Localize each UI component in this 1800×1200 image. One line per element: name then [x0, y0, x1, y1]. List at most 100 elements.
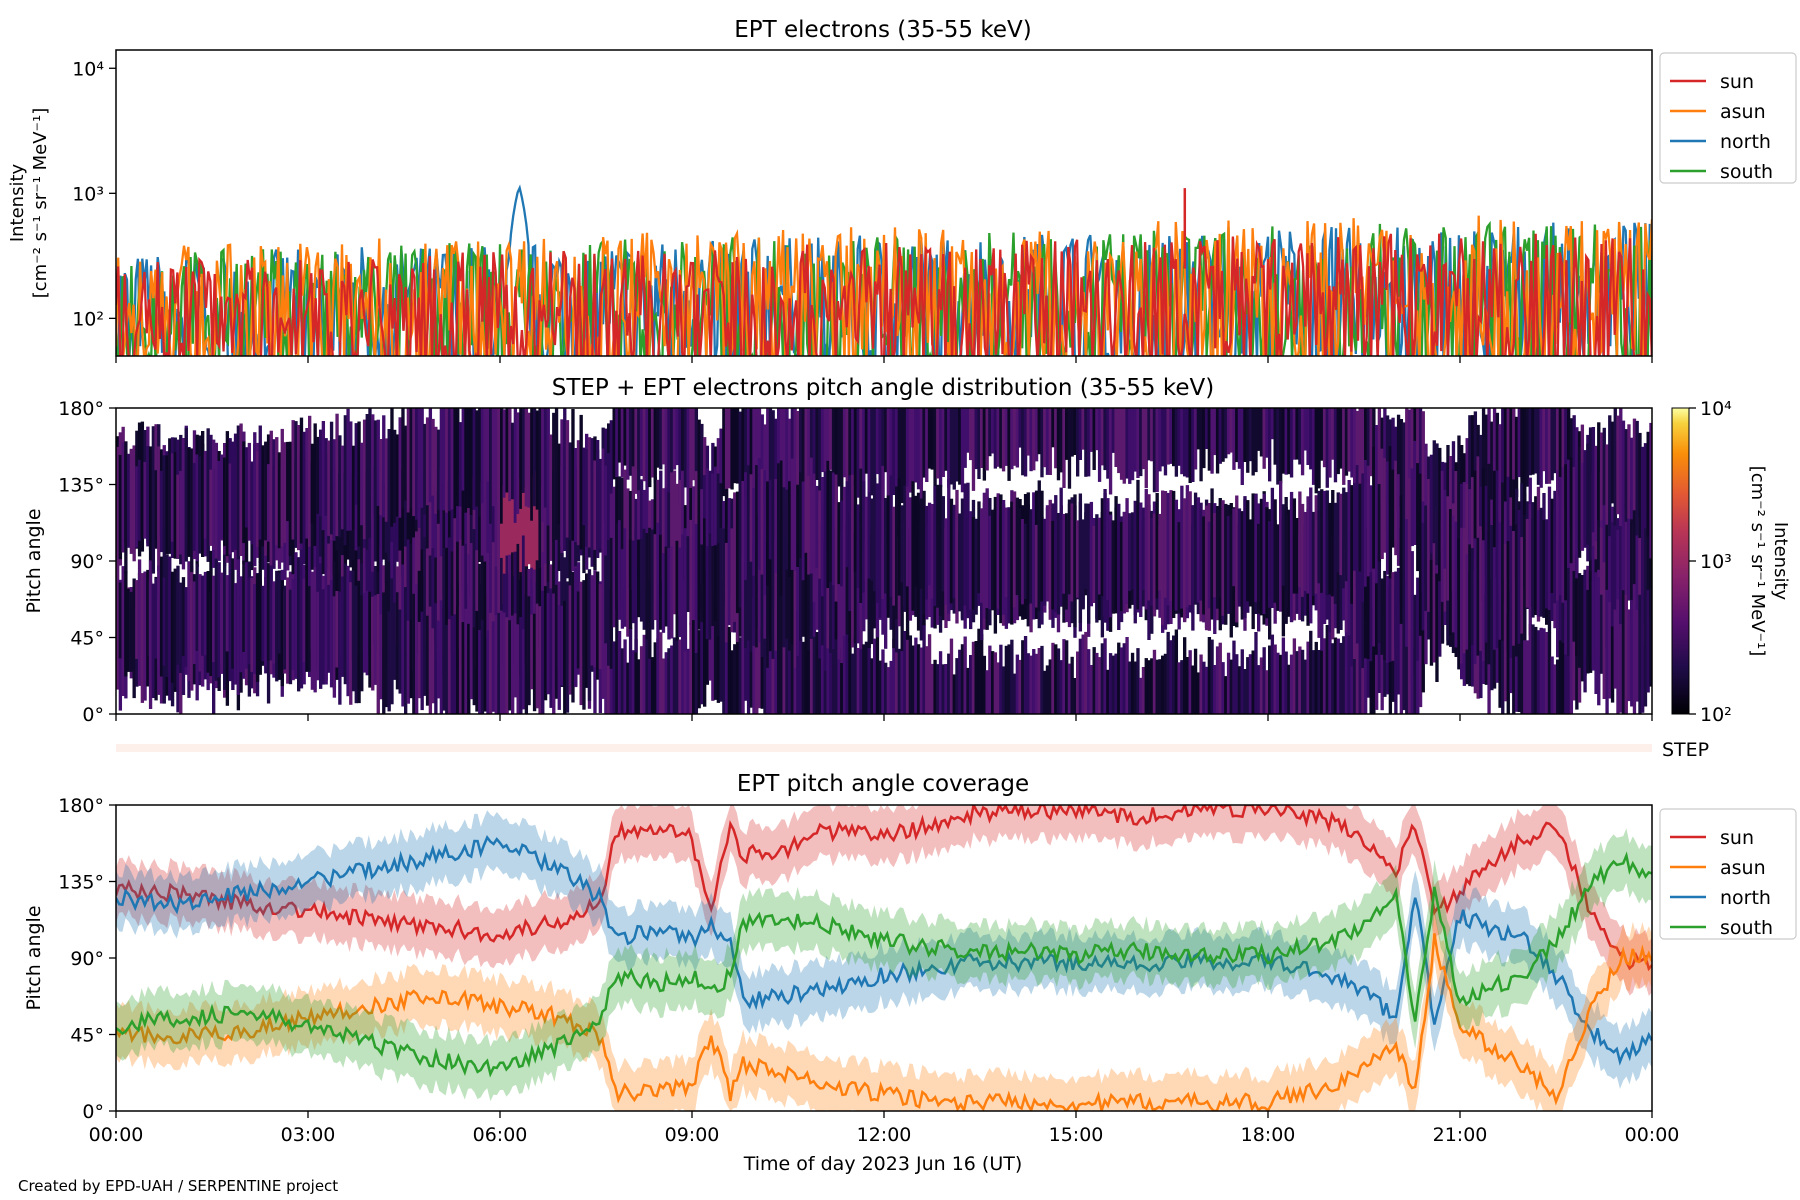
- heatmap-cell: [804, 549, 808, 645]
- heatmap-cell: [486, 408, 490, 482]
- heatmap-cell: [1314, 495, 1318, 594]
- heatmap-cell: [1106, 408, 1110, 479]
- heatmap-cell: [198, 574, 202, 672]
- legend-label-south: south: [1720, 161, 1773, 183]
- heatmap-cell: [247, 442, 252, 541]
- heatmap-cell: [1243, 496, 1247, 619]
- heatmap-cell: [223, 457, 227, 547]
- heatmap-cell: [1161, 490, 1165, 625]
- heatmap-cell: [919, 498, 924, 589]
- heatmap-cell: [1347, 408, 1351, 472]
- heatmap-cell: [1213, 408, 1217, 456]
- heatmap-cell: [889, 408, 893, 484]
- heatmap-cell: [1243, 408, 1247, 462]
- heatmap-cell: [897, 408, 902, 492]
- heatmap-cell: [447, 619, 452, 714]
- coverage-series-north: [116, 835, 1652, 1066]
- heatmap-cell: [1078, 493, 1083, 623]
- heatmap-cell: [790, 643, 795, 714]
- heatmap-cell: [1632, 418, 1637, 511]
- heatmap-cell: [264, 555, 268, 667]
- heatmap-cell: [472, 529, 476, 663]
- heatmap-cell: [181, 439, 186, 551]
- heatmap-cell: [1279, 654, 1283, 714]
- heatmap-cell: [1375, 447, 1379, 584]
- heatmap-cell: [947, 653, 951, 714]
- heatmap-cell: [1536, 408, 1541, 485]
- heatmap-cell: [1520, 615, 1524, 714]
- heatmap-cell: [1295, 651, 1299, 714]
- heatmap-cell: [604, 555, 608, 644]
- heatmap-cell: [919, 647, 924, 714]
- heatmap-cell: [664, 408, 668, 496]
- heatmap-cell: [1479, 526, 1483, 651]
- heatmap-cell: [818, 408, 822, 501]
- heatmap-cell: [845, 625, 849, 714]
- heatmap-cell: [417, 621, 422, 699]
- heatmap-cell: [1339, 408, 1343, 469]
- heatmap-cell: [464, 543, 468, 646]
- heatmap-cell: [1314, 641, 1318, 714]
- heatmap-cell: [1218, 504, 1222, 598]
- heatmap-cell: [1624, 594, 1628, 714]
- heatmap-cell: [1191, 505, 1195, 631]
- heatmap-cell: [656, 479, 660, 563]
- heatmap-cell: [1240, 511, 1244, 620]
- heatmap-cell: [239, 576, 243, 673]
- heatmap-cell: [1465, 483, 1469, 564]
- heatmap-cell: [233, 433, 238, 550]
- heatmap-cell: [1394, 588, 1398, 714]
- heatmap-cell: [198, 456, 202, 554]
- heatmap-cell: [469, 543, 474, 679]
- heatmap-cell: [406, 539, 411, 649]
- heatmap-cell: [505, 555, 509, 678]
- heatmap-cell: [1243, 669, 1247, 714]
- heatmap-cell: [1564, 619, 1568, 714]
- heatmap-cell: [201, 431, 205, 552]
- heatmap-cell: [788, 481, 792, 577]
- heatmap-cell: [653, 642, 657, 714]
- heatmap-cell: [1569, 544, 1574, 674]
- heatmap-cell: [538, 408, 542, 519]
- heatmap-cell: [842, 408, 847, 478]
- heatmap-cell: [875, 408, 880, 475]
- heatmap-cell: [1169, 490, 1173, 601]
- heatmap-cell: [560, 605, 564, 686]
- heatmap-cell: [1273, 644, 1277, 714]
- heatmap-cell: [184, 587, 188, 667]
- heatmap-cell: [511, 552, 515, 651]
- heatmap-cell: [1248, 408, 1253, 462]
- heatmap-cell: [250, 461, 254, 545]
- heatmap-cell: [1547, 486, 1552, 610]
- heatmap-cell: [1435, 573, 1439, 682]
- heatmap-cell: [851, 474, 855, 584]
- heatmap-cell: [236, 425, 241, 561]
- heatmap-cell: [291, 420, 295, 540]
- heatmap-cell: [244, 562, 249, 669]
- heatmap-cell: [1133, 408, 1137, 472]
- heatmap-cell: [1503, 408, 1508, 523]
- heatmap-cell: [914, 408, 918, 483]
- heatmap-cell: [829, 470, 833, 583]
- heatmap-cell: [354, 423, 358, 505]
- heatmap-cell: [489, 408, 493, 524]
- heatmap-cell: [467, 408, 471, 508]
- heatmap-cell: [840, 500, 844, 587]
- heatmap-cell: [1517, 617, 1521, 712]
- heatmap-cell: [826, 460, 830, 588]
- heatmap-cell: [513, 551, 518, 664]
- coverage-band-asun: [116, 906, 1652, 1111]
- heatmap-cell: [401, 469, 405, 577]
- heatmap-cell: [1136, 479, 1140, 610]
- heatmap-cell: [467, 490, 471, 585]
- heatmap-cell: [1065, 640, 1069, 714]
- heatmap-cell: [313, 567, 317, 693]
- heatmap-cell: [969, 408, 973, 461]
- heatmap-cell: [354, 585, 358, 704]
- heatmap-cell: [1572, 467, 1576, 571]
- heatmap-cell: [796, 543, 800, 656]
- heatmap-cell: [351, 570, 356, 692]
- heatmap-cell: [650, 657, 655, 714]
- heatmap-cell: [1575, 556, 1579, 657]
- heatmap-cell: [1265, 408, 1269, 458]
